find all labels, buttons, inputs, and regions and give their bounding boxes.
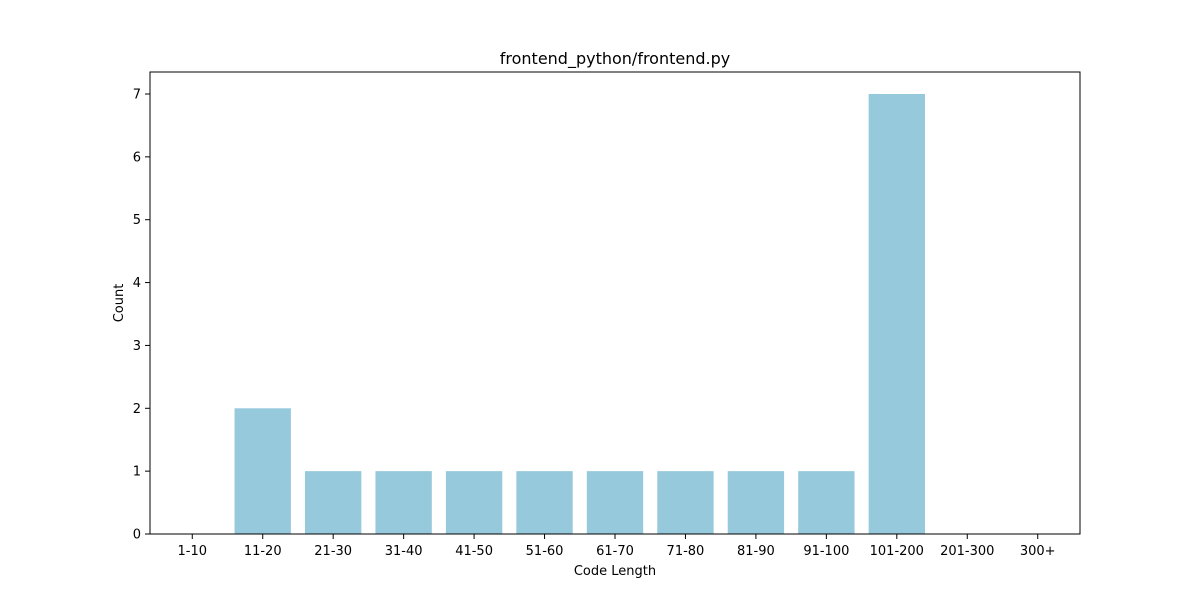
x-tick-label: 71-80 (667, 544, 705, 559)
bar (657, 471, 714, 534)
x-tick-label: 91-100 (803, 544, 849, 559)
x-tick-label: 300+ (1020, 544, 1056, 559)
y-tick-label: 4 (133, 276, 141, 291)
y-tick-label: 5 (133, 213, 141, 228)
x-tick-label: 41-50 (455, 544, 493, 559)
y-tick-label: 6 (133, 150, 141, 165)
bar (234, 408, 291, 534)
y-tick-label: 1 (133, 465, 141, 480)
x-axis-label: Code Length (574, 564, 656, 579)
x-tick-label: 101-200 (870, 544, 924, 559)
bar (445, 471, 503, 534)
bar (375, 471, 432, 534)
x-tick-label: 31-40 (385, 544, 423, 559)
y-tick-label: 3 (133, 339, 141, 354)
chart-title: frontend_python/frontend.py (500, 49, 730, 69)
bar (798, 471, 855, 534)
bar (516, 471, 573, 534)
y-tick-label: 2 (133, 402, 141, 417)
x-tick-label: 81-90 (737, 544, 775, 559)
bar (727, 471, 785, 534)
x-tick-label: 201-300 (940, 544, 994, 559)
x-tick-label: 1-10 (178, 544, 208, 559)
y-tick-label: 0 (133, 528, 141, 543)
bar (305, 471, 362, 534)
y-axis-label: Count (112, 284, 127, 323)
bars-layer (234, 94, 925, 534)
y-tick-label: 7 (133, 88, 141, 103)
x-tick-label: 11-20 (244, 544, 282, 559)
bar (868, 94, 925, 534)
y-ticks-layer: 0 1 2 3 4 5 6 7 (133, 88, 150, 543)
x-ticks-layer: 1-10 11-20 21-30 31-40 41-50 51-60 61-70 71-80 8… (178, 534, 1056, 559)
x-tick-label: 51-60 (526, 544, 564, 559)
bar (586, 471, 644, 534)
x-tick-label: 61-70 (596, 544, 634, 559)
x-tick-label: 21-30 (314, 544, 352, 559)
